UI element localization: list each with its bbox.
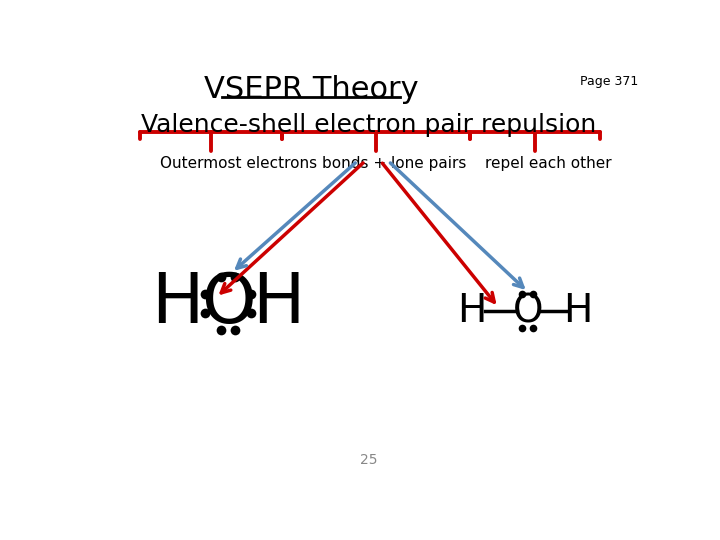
Text: O: O: [513, 292, 543, 330]
Text: H: H: [151, 270, 204, 337]
Text: O: O: [201, 270, 256, 337]
Text: VSEPR Theory: VSEPR Theory: [204, 75, 418, 104]
Text: H: H: [252, 270, 305, 337]
Text: Page 371: Page 371: [580, 75, 639, 88]
Text: Outermost electrons: Outermost electrons: [160, 156, 317, 171]
Text: 25: 25: [360, 453, 378, 467]
Text: H: H: [457, 292, 487, 330]
Text: Valence-shell electron pair repulsion: Valence-shell electron pair repulsion: [141, 112, 597, 137]
Text: repel each other: repel each other: [485, 156, 612, 171]
Text: bonds + lone pairs: bonds + lone pairs: [323, 156, 467, 171]
Text: H: H: [564, 292, 593, 330]
